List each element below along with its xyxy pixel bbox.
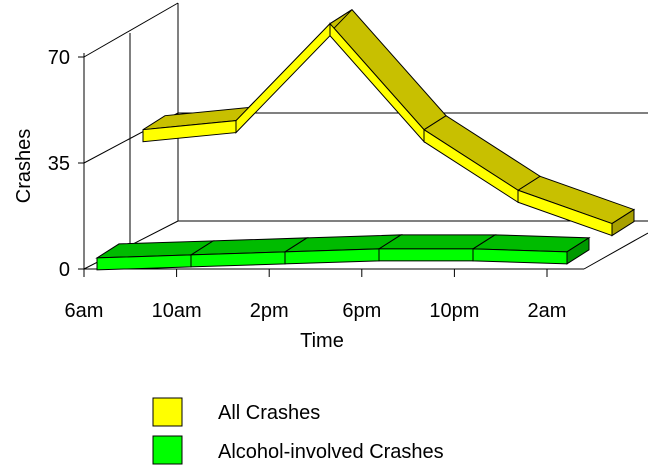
legend-swatch-alcohol-crashes (152, 435, 183, 465)
legend-item-alcohol-crashes: Alcohol-involved Crashes (152, 435, 444, 465)
series-0-point-1 (235, 22, 331, 134)
y-tick-label: 0 (59, 259, 70, 281)
series-0-top-face (329, 9, 447, 131)
series-1-point-1 (190, 251, 286, 268)
x-tick-label: 2pm (250, 300, 289, 322)
series-1-point-4 (472, 248, 568, 265)
series-0-ribbon (142, 9, 636, 237)
series-0-end-cap (611, 208, 635, 237)
x-tick-label: 10am (152, 300, 202, 322)
series-1-point-3 (378, 248, 474, 262)
legend-label-alcohol-crashes: Alcohol-involved Crashes (218, 441, 444, 463)
x-tick-label: 6am (65, 300, 104, 322)
x-tick-label: 2am (528, 300, 567, 322)
series-1-point-0 (96, 254, 192, 271)
series-1-point-2 (284, 248, 380, 265)
x-axis-ticks: 6am 10am 2pm 6pm 10pm 2am (65, 269, 567, 322)
x-tick-label: 6pm (342, 300, 381, 322)
y-tick-label: 35 (48, 153, 70, 175)
floor-right-edge (583, 232, 648, 270)
y-tick-label: 70 (48, 47, 70, 69)
legend-swatch-all-crashes (152, 397, 183, 427)
x-axis-label: Time (300, 330, 344, 352)
series-1-end-cap (566, 236, 590, 265)
y-axis-ticks: 0 35 70 (48, 47, 84, 281)
legend: All Crashes Alcohol-involved Crashes (152, 397, 444, 465)
x-tick-label: 10pm (429, 300, 479, 322)
series-1-ribbon (95, 234, 591, 271)
side-wall-top-edge (83, 2, 179, 58)
y-axis-label: Crashes (13, 129, 35, 203)
legend-item-all-crashes: All Crashes (152, 397, 320, 427)
chart-series (95, 9, 636, 271)
legend-label-all-crashes: All Crashes (218, 402, 320, 424)
